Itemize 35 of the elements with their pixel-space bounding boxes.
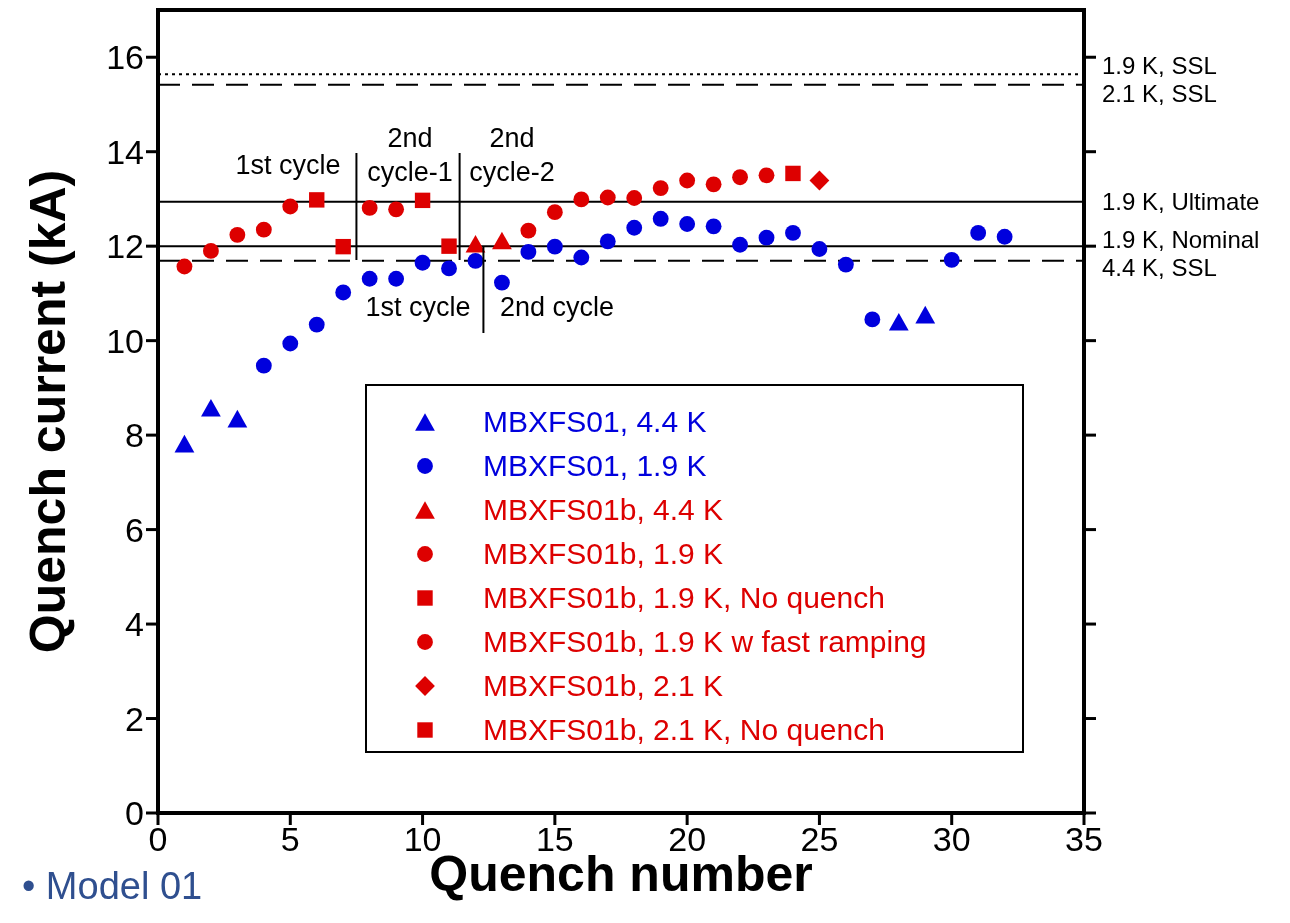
legend-label: MBXFS01b, 1.9 K: [483, 537, 724, 571]
y-tick-label: 14: [106, 132, 144, 171]
text: • Model 01: [22, 865, 203, 907]
legend-label: MBXFS01b, 1.9 K w fast ramping: [483, 625, 927, 659]
annotation: 2nd cycle-1: [367, 123, 453, 187]
y-tick-label: 2: [125, 699, 144, 738]
y-tick-label: 12: [106, 227, 144, 266]
x-tick-label: 35: [1065, 820, 1103, 859]
y-tick-label: 8: [125, 416, 144, 455]
legend-label: MBXFS01, 4.4 K: [483, 405, 707, 439]
legend-label: MBXFS01b, 2.1 K: [483, 669, 724, 703]
x-tick-label: 15: [535, 820, 574, 859]
y-tick-label: 10: [106, 321, 144, 360]
ref-line-label: 2.1 K, SSL: [1102, 79, 1217, 107]
ref-line-label: 1.9 K, Ultimate: [1102, 188, 1260, 216]
x-tick-label: 25: [800, 820, 839, 859]
y-tick-label: 6: [125, 510, 144, 549]
ref-line-label: 1.9 K, SSL: [1102, 51, 1217, 79]
y-tick-label: 4: [125, 605, 144, 644]
annotation: 1st cycle: [365, 292, 471, 322]
ref-line-label: 1.9 K, Nominal: [1102, 226, 1260, 253]
x-tick-label: 20: [668, 820, 707, 859]
x-tick-label: 5: [280, 820, 300, 859]
annotation: 2nd cycle-2: [469, 123, 555, 187]
ref-line-label: 4.4 K, SSL: [1102, 254, 1217, 281]
y-axis-title: Quench current (kA): [20, 169, 76, 654]
x-tick-label: 30: [932, 820, 971, 859]
legend-label: MBXFS01, 1.9 K: [483, 449, 707, 483]
y-tick-label: 0: [125, 794, 144, 833]
legend-label: MBXFS01b, 1.9 K, No quench: [483, 581, 885, 615]
annotation: 1st cycle: [235, 150, 341, 180]
y-tick-label: 16: [106, 38, 144, 77]
legend-label: MBXFS01b, 2.1 K, No quench: [483, 713, 885, 747]
legend-label: MBXFS01b, 4.4 K: [483, 493, 724, 527]
annotation: 2nd cycle: [499, 292, 615, 322]
